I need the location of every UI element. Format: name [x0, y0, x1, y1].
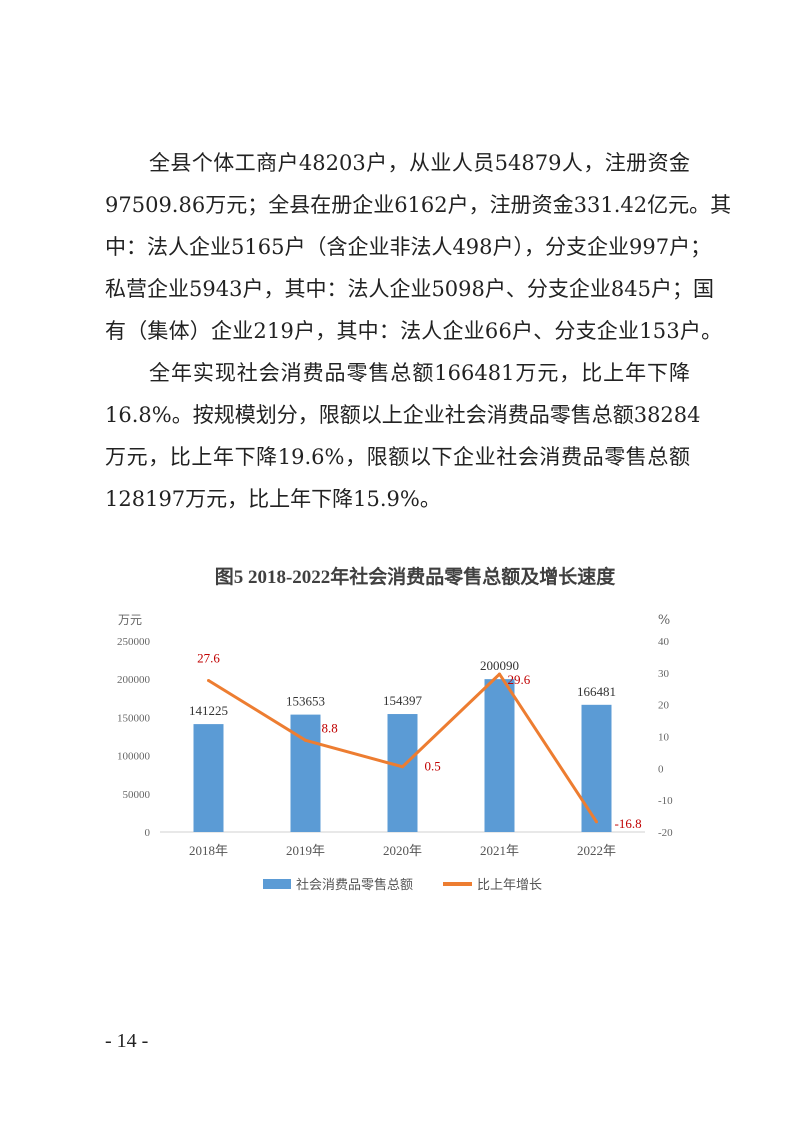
- bar-2018年: [193, 724, 224, 832]
- x-axis-tick-label: 2018年: [189, 843, 228, 858]
- bar-data-label: 154397: [383, 693, 423, 708]
- left-axis-tick-label: 50000: [123, 789, 151, 801]
- left-axis-tick-label: 200000: [117, 674, 151, 686]
- growth-point-2021年: [498, 672, 501, 676]
- left-axis-tick-label: 250000: [117, 636, 151, 648]
- left-axis-tick-label: 0: [145, 827, 151, 839]
- right-axis-tick-label: 40: [658, 636, 670, 648]
- growth-point-2022年: [595, 820, 598, 824]
- right-axis-tick-label: -20: [658, 827, 673, 839]
- text-line: 全年实现社会消费品零售总额166481万元，比上年下降: [149, 361, 690, 385]
- right-axis-tick-label: 20: [658, 700, 670, 712]
- bar-2021年: [484, 679, 515, 832]
- legend: 社会消费品零售总额 比上年增长: [263, 877, 542, 893]
- bar-data-label: 166481: [577, 684, 616, 699]
- text-line: 全县个体工商户48203户，从业人员54879人，注册资金: [149, 151, 690, 175]
- line-data-label: 29.6: [508, 672, 531, 687]
- paragraph-retail-sales: 全年实现社会消费品零售总额166481万元，比上年下降 16.8%。按规模划分，…: [105, 352, 701, 520]
- line-data-label: 8.8: [322, 720, 338, 735]
- text-line: 万元，比上年下降19.6%，限额以下企业社会消费品零售总额: [105, 445, 690, 469]
- right-axis-tick-label: 30: [658, 668, 670, 680]
- x-axis-tick-label: 2022年: [577, 843, 616, 858]
- text-line: 中：法人企业5165户（含企业非法人498户），分支企业997户；: [105, 235, 712, 259]
- text-line: 私营企业5943户，其中：法人企业5098户、分支企业845户；国: [105, 277, 714, 301]
- x-axis-tick-label: 2021年: [480, 843, 519, 858]
- right-axis-unit: %: [658, 613, 670, 628]
- line-data-label: 27.6: [197, 650, 220, 665]
- bar-2022年: [581, 704, 612, 832]
- legend-label-bar: 社会消费品零售总额: [296, 877, 413, 893]
- chart-title: 图5 2018-2022年社会消费品零售总额及增长速度: [215, 565, 617, 588]
- right-axis-tick-label: 10: [658, 732, 670, 744]
- legend-swatch-bar: [263, 879, 291, 889]
- x-axis-tick-label: 2019年: [286, 843, 325, 858]
- growth-point-2019年: [304, 738, 307, 742]
- left-axis-tick-label: 100000: [117, 751, 151, 763]
- growth-point-2018年: [207, 678, 210, 682]
- growth-point-2020年: [401, 765, 404, 769]
- retail-sales-chart: 图5 2018-2022年社会消费品零售总额及增长速度 万元 % 0 50000 1…: [117, 565, 673, 893]
- left-axis-unit: 万元: [118, 613, 142, 627]
- bar-data-label: 153653: [286, 694, 325, 709]
- left-axis-tick-label: 150000: [117, 712, 151, 724]
- legend-label-line: 比上年增长: [477, 878, 542, 893]
- text-line: 97509.86万元；全县在册企业6162户，注册资金331.42亿元。其: [105, 193, 732, 217]
- text-line: 128197万元，比上年下降15.9%。: [105, 487, 441, 511]
- x-axis-tick-label: 2020年: [383, 843, 422, 858]
- page-number: - 14 -: [105, 1030, 149, 1052]
- paragraph-business-registration: 全县个体工商户48203户，从业人员54879人，注册资金 97509.86万元…: [105, 142, 732, 352]
- right-axis-tick-label: -10: [658, 795, 673, 807]
- bar-data-label: 200090: [480, 658, 519, 673]
- right-axis-tick-label: 0: [658, 763, 664, 775]
- bar-2020年: [387, 714, 418, 832]
- line-data-label: -16.8: [615, 816, 642, 831]
- bar-data-label: 141225: [189, 703, 228, 718]
- line-data-label: 0.5: [425, 759, 441, 774]
- text-line: 16.8%。按规模划分，限额以上企业社会消费品零售总额38284: [105, 403, 701, 427]
- text-line: 有（集体）企业219户，其中：法人企业66户、分支企业153户。: [105, 319, 723, 343]
